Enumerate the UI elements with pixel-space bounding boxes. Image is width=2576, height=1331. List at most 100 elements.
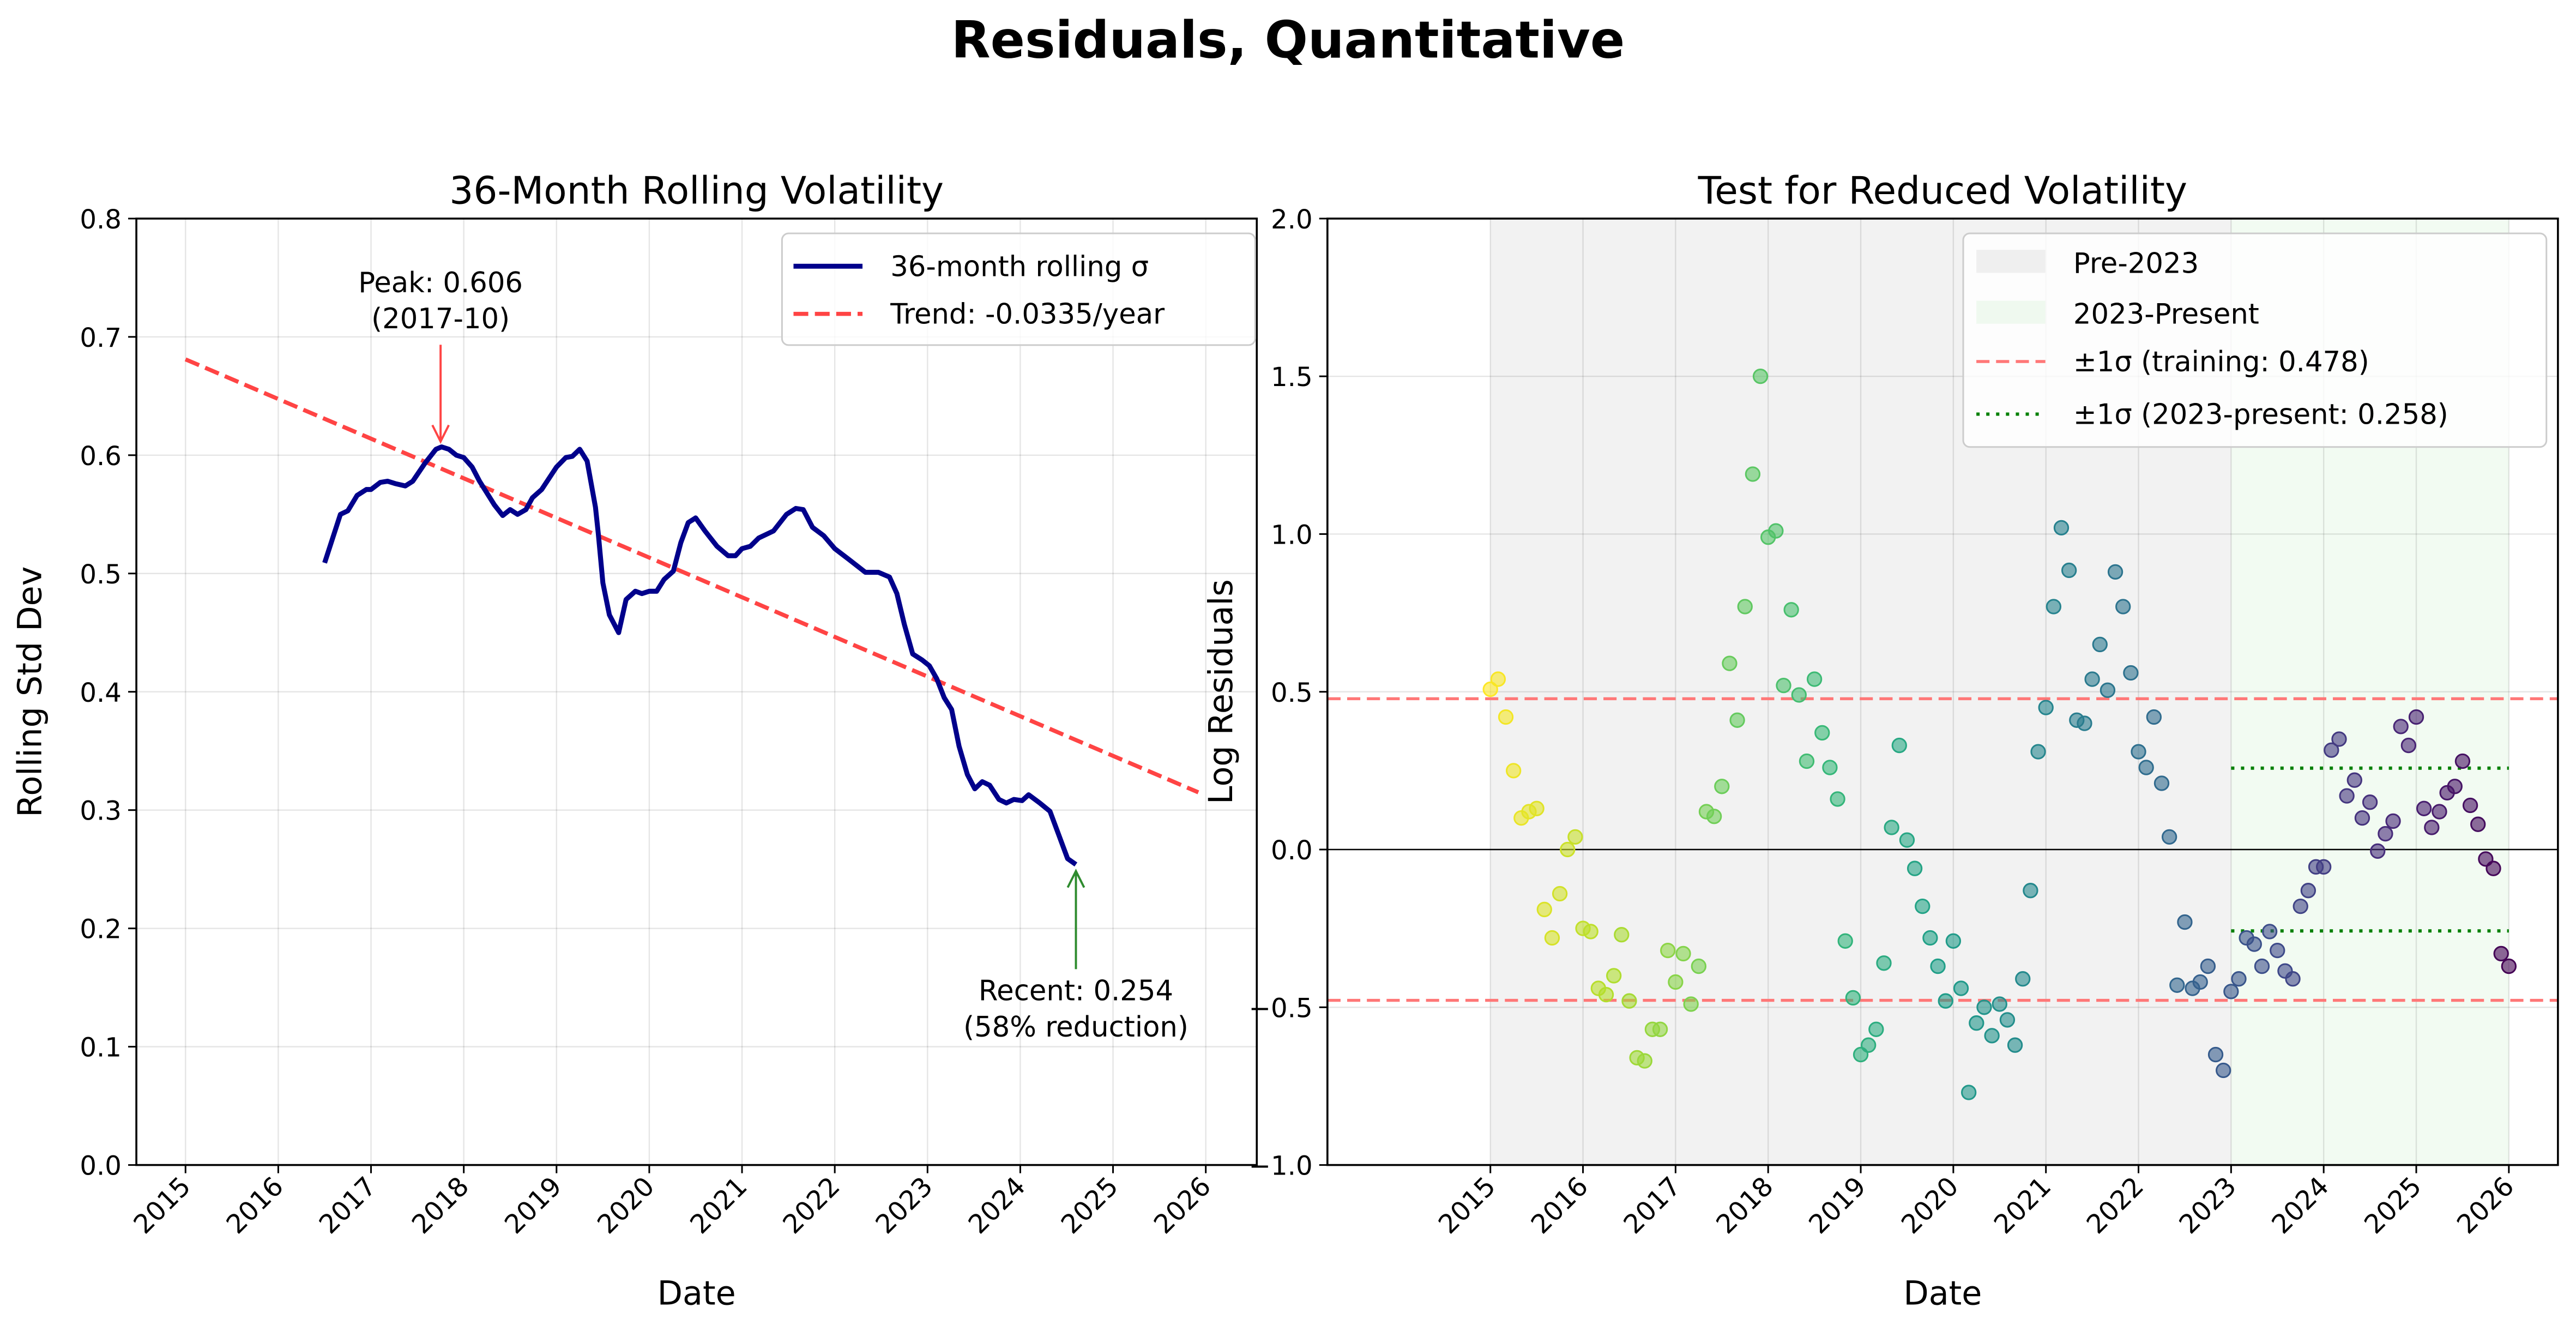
scatter-point — [1791, 687, 1807, 703]
scatter-point — [2462, 797, 2478, 814]
x-tick-label: 2022 — [777, 1171, 846, 1240]
legend-label-recent: ±1σ (2023-present: 0.258) — [2073, 399, 2448, 431]
scatter-point — [2200, 958, 2216, 974]
scatter-point — [2316, 859, 2332, 875]
y-tick-label: 0.5 — [1271, 678, 1313, 708]
scatter-point — [1945, 933, 1962, 949]
scatter-point — [1992, 996, 2007, 1012]
x-tick-label: 2017 — [1618, 1171, 1687, 1240]
scatter-point — [2416, 800, 2432, 816]
scatter-point — [1830, 791, 1845, 807]
scatter-point — [1482, 681, 1498, 697]
figure-title: Residuals, Quantitative — [951, 11, 1625, 70]
scatter-point — [1536, 901, 1552, 918]
scatter-point — [2216, 1062, 2231, 1079]
scatter-point — [1930, 958, 1946, 974]
y-tick-label: 2.0 — [1271, 204, 1313, 235]
y-tick-label: 0.8 — [80, 204, 122, 235]
scatter-point — [1984, 1028, 2000, 1044]
y-tick-label: −0.5 — [1249, 993, 1313, 1023]
peak-annotation-line1: Peak: 0.606 — [358, 267, 523, 299]
x-tick-label: 2025 — [1055, 1171, 1124, 1240]
scatter-point — [2300, 883, 2316, 899]
scatter-point — [2046, 599, 2062, 615]
scatter-point — [1490, 671, 1506, 687]
scatter-point — [1806, 671, 1823, 687]
scatter-point — [1961, 1085, 1977, 1100]
scatter-point — [1938, 993, 1953, 1009]
scatter-point — [2261, 924, 2278, 939]
scatter-point — [1837, 933, 1853, 949]
y-tick-label: 0.6 — [80, 441, 122, 472]
x-tick-label: 2018 — [406, 1171, 475, 1240]
chart-title: Test for Reduced Volatility — [1698, 170, 2187, 213]
scatter-point — [1660, 942, 1676, 959]
legend-swatch-2023-present — [1976, 300, 2046, 324]
scatter-point — [1675, 945, 1691, 962]
scatter-point — [2053, 520, 2070, 536]
x-tick-label: 2015 — [1433, 1171, 1501, 1240]
scatter-point — [1652, 1021, 1668, 1037]
scatter-point — [2192, 974, 2208, 990]
scatter-point — [2285, 971, 2301, 987]
scatter-point — [1614, 927, 1630, 943]
scatter-point — [1891, 737, 1907, 754]
scatter-point — [1899, 832, 1915, 848]
scatter-point — [1691, 958, 1706, 974]
legend-swatch-pre-2023 — [1976, 250, 2046, 273]
legend-label-rolling: 36-month rolling σ — [890, 250, 1149, 283]
scatter-point — [2485, 860, 2501, 876]
x-tick-label: 2021 — [1988, 1171, 2057, 1240]
y-tick-label: 0.0 — [1271, 835, 1313, 866]
scatter-point — [2223, 984, 2239, 999]
scatter-point — [1714, 779, 1730, 794]
scatter-point — [1506, 763, 1522, 779]
scatter-point — [2169, 977, 2185, 993]
scatter-point — [1598, 986, 1614, 1003]
x-axis-label: Date — [1903, 1275, 1982, 1313]
y-tick-label: 0.5 — [80, 559, 122, 590]
scatter-point — [2115, 599, 2131, 615]
scatter-point — [1922, 930, 1938, 946]
scatter-point — [1915, 898, 1931, 914]
legend: Pre-2023 2023-Present ±1σ (training: 0.478… — [1962, 232, 2548, 448]
scatter-point — [1637, 1053, 1652, 1069]
scatter-point — [1884, 820, 1899, 835]
recent-annotation-line2: (58% reduction) — [963, 1011, 1189, 1044]
scatter-point — [2378, 826, 2393, 842]
scatter-point — [1768, 523, 1784, 539]
scatter-point — [2084, 671, 2100, 687]
chart-title: 36-Month Rolling Volatility — [449, 170, 944, 213]
x-tick-label: 2018 — [1710, 1171, 1779, 1240]
scatter-point — [2331, 731, 2347, 747]
scatter-point — [2432, 804, 2447, 820]
scatter-point — [2161, 829, 2177, 845]
x-tick-label: 2026 — [1148, 1171, 1217, 1240]
x-tick-label: 2026 — [2451, 1171, 2520, 1240]
scatter-point — [1907, 860, 1923, 876]
y-tick-label: 1.0 — [1271, 520, 1313, 551]
scatter-point — [1729, 712, 1745, 728]
x-tick-label: 2015 — [128, 1171, 196, 1240]
scatter-point — [2270, 942, 2285, 959]
scatter-point — [1845, 990, 1861, 1006]
y-tick-label: 0.3 — [80, 796, 122, 827]
x-tick-label: 2021 — [684, 1171, 753, 1240]
x-tick-label: 2023 — [870, 1171, 938, 1240]
scatter-point — [2107, 564, 2123, 580]
scatter-point — [2153, 775, 2170, 791]
recent-arrow — [1066, 869, 1085, 969]
x-tick-label: 2024 — [963, 1171, 1031, 1240]
scatter-point — [2092, 636, 2108, 653]
scatter-point — [1583, 924, 1598, 939]
scatter-point — [2362, 794, 2378, 810]
peak-arrow — [431, 345, 450, 444]
trend-line — [184, 357, 1199, 794]
rolling-volatility-line — [322, 444, 1078, 867]
scatter-point — [2408, 709, 2424, 725]
x-tick-label: 2019 — [499, 1171, 568, 1240]
x-tick-label: 2016 — [221, 1171, 289, 1240]
legend-box — [1962, 232, 2548, 448]
y-tick-label: 1.5 — [1271, 362, 1313, 393]
